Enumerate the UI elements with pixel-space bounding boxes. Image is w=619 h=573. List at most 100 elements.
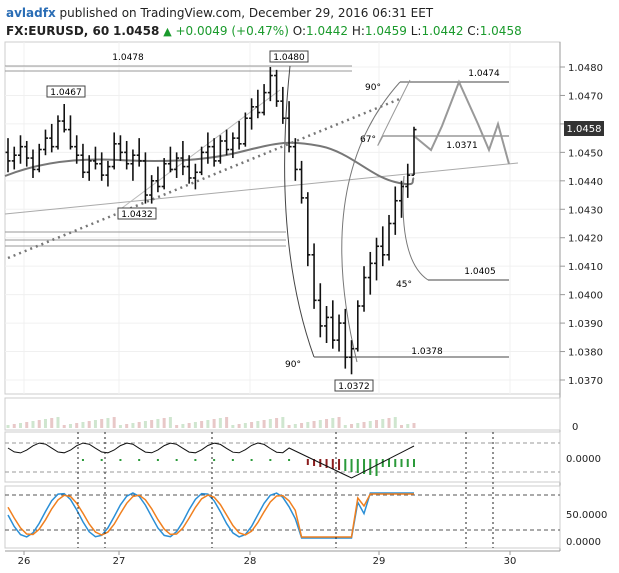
candle	[224, 129, 230, 156]
volume-bar	[43, 419, 47, 428]
candle	[280, 86, 286, 124]
candle	[30, 149, 36, 178]
dotted-trendline[interactable]	[7, 96, 403, 260]
volume-bar	[25, 422, 29, 428]
y-tick-label: 1.0400	[568, 291, 603, 302]
publish-line: avladfx published on TradingView.com, De…	[6, 4, 606, 22]
arc-45	[402, 175, 429, 281]
candle	[36, 143, 42, 173]
candle	[274, 69, 280, 107]
histogram-bar	[350, 459, 353, 472]
histogram-bar	[369, 459, 372, 475]
inner-arc	[341, 81, 401, 363]
long-trendline[interactable]	[4, 162, 519, 215]
candle	[261, 84, 267, 116]
x-tick-label: 29	[373, 556, 386, 567]
candle	[292, 138, 298, 181]
volume-bar	[318, 420, 322, 428]
label-1-0372-box	[334, 379, 374, 392]
volume-bar	[181, 424, 185, 428]
low-value: 1.0442	[421, 24, 464, 38]
histogram-bar	[356, 459, 359, 473]
candle	[111, 132, 117, 170]
x-tick-label: 26	[18, 556, 31, 567]
candle	[149, 175, 155, 204]
price-labels: 1.0478 1.0480 1.0467 1.0432 1.0372 1.047…	[46, 50, 500, 392]
candle	[117, 135, 123, 161]
publish-text: published on TradingView.com, December 2…	[59, 6, 434, 20]
candle	[367, 251, 373, 295]
volume-pane	[4, 397, 561, 431]
candle	[392, 186, 398, 235]
volume-bar	[87, 421, 91, 428]
candle	[42, 129, 48, 156]
histogram-bar	[406, 459, 409, 467]
volume-bar	[137, 422, 141, 428]
histogram-bar	[138, 459, 141, 461]
volume-bar	[62, 425, 66, 428]
candle	[17, 135, 23, 164]
candle	[217, 135, 223, 164]
candle	[167, 146, 173, 173]
candle	[230, 132, 236, 159]
volume-bar	[187, 423, 191, 428]
horizontal-levels	[5, 65, 352, 247]
oscillator-pane	[4, 431, 561, 483]
high-label: H:	[351, 24, 365, 38]
label-1-0371: 1.0371	[446, 141, 478, 151]
candle	[67, 115, 73, 150]
candle	[336, 314, 342, 352]
volume-bar	[200, 421, 204, 428]
candle	[24, 140, 30, 167]
stochastic-d-line	[7, 493, 414, 538]
last-price-marker-text: 1.0458	[567, 124, 602, 135]
change-value: +0.0049 (+0.47%)	[175, 24, 289, 38]
candle	[411, 126, 417, 176]
chart-header: avladfx published on TradingView.com, De…	[6, 4, 606, 41]
volume-bar	[150, 420, 154, 428]
volume-bar	[356, 423, 360, 428]
volume-axis-label: 0	[572, 422, 578, 433]
candle	[399, 180, 405, 218]
last-price: 1.0458	[113, 24, 160, 38]
day-separators	[77, 432, 494, 548]
candle	[49, 123, 55, 153]
candle	[105, 160, 111, 187]
y-tick-label: 1.0440	[568, 177, 603, 188]
y-tick-label: 1.0420	[568, 234, 603, 245]
candle	[86, 155, 92, 181]
projection-path[interactable]	[413, 79, 510, 165]
histogram-bar	[313, 459, 316, 466]
volume-bar	[393, 417, 397, 428]
volume-bar	[350, 424, 354, 428]
stochastic-axis-label-50: 50.0000	[566, 510, 607, 521]
histogram-bar	[81, 459, 84, 461]
histogram-bar	[331, 459, 334, 469]
grid	[5, 42, 560, 394]
y-tick-label: 1.0410	[568, 262, 603, 273]
volume-bar	[6, 425, 10, 428]
histogram-bar	[338, 459, 341, 470]
histogram-bar	[156, 459, 159, 461]
histogram-bar	[250, 459, 253, 461]
candle	[236, 121, 242, 150]
histogram-bar	[100, 459, 103, 461]
time-axis[interactable]: 26 27 28 29 30	[5, 550, 560, 567]
angle-45: 45°	[396, 280, 412, 290]
y-tick-label: 1.0480	[568, 63, 603, 74]
volume-bar	[68, 424, 72, 428]
angle-67: 67°	[360, 135, 376, 145]
angle-90-top: 90°	[365, 83, 381, 93]
volume-bar	[375, 420, 379, 428]
author-link[interactable]: avladfx	[6, 6, 56, 20]
volume-bar	[112, 417, 116, 428]
oscillator-line	[7, 442, 415, 479]
price-axis[interactable]: 1.04801.04701.04601.04501.04401.04301.04…	[559, 42, 603, 551]
up-triangle-icon: ▲	[163, 25, 172, 38]
candle	[11, 146, 17, 170]
histogram-bar	[375, 459, 378, 476]
histogram-bar	[194, 459, 197, 461]
candle	[380, 226, 386, 267]
candle	[324, 306, 330, 344]
